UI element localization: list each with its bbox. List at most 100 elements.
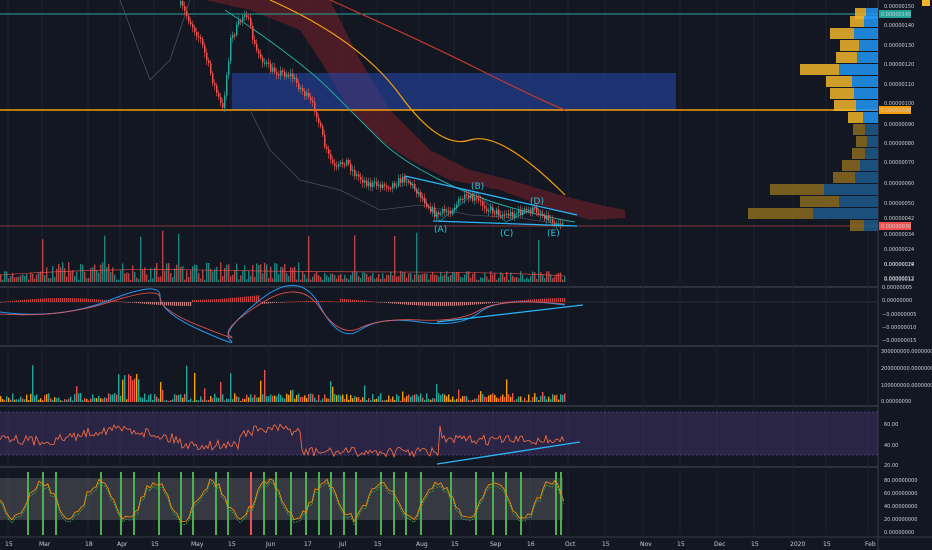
price-volume-bar [324, 273, 326, 282]
macd-histogram-bar [500, 302, 502, 303]
price-volume-bar [524, 279, 526, 282]
price-volume-bar [370, 275, 372, 282]
price-volume-bar [394, 236, 396, 282]
macd-histogram-bar [452, 302, 454, 306]
candle [200, 37, 202, 39]
macd-histogram-bar [212, 299, 214, 302]
macd-histogram-bar [124, 301, 126, 303]
price-volume-bar [214, 269, 216, 282]
price-volume-bar [100, 264, 102, 282]
price-volume-bar [120, 270, 122, 282]
stoch-cross-marker [560, 472, 562, 535]
macd-pane[interactable] [0, 285, 878, 343]
macd-histogram-bar [494, 302, 496, 303]
macd-histogram-bar [204, 299, 206, 302]
price-volume-bar [278, 274, 280, 282]
volume-bar [74, 394, 76, 402]
macd-histogram-bar [144, 302, 146, 304]
macd-histogram-bar [484, 302, 486, 304]
price-volume-bar [326, 275, 328, 282]
volume-bar [288, 394, 290, 402]
candle [232, 34, 234, 39]
volume-pane[interactable] [0, 365, 566, 402]
volume-bar [92, 394, 94, 402]
candle [476, 197, 478, 199]
price-volume-bar [554, 276, 556, 282]
price-pane[interactable]: (A) (B) (C) (D) (E) [0, 0, 878, 282]
stoch-cross-marker [55, 472, 57, 535]
volume-bar [106, 398, 108, 402]
candle [494, 213, 496, 215]
volume-bar [404, 397, 406, 402]
price-volume-bar [380, 278, 382, 282]
volume-bar [394, 399, 396, 402]
volume-bar [124, 375, 126, 402]
macd-histogram-bar [510, 301, 512, 302]
price-volume-bar [58, 263, 60, 282]
candle [308, 92, 310, 98]
candle [326, 146, 328, 150]
price-volume-bar [546, 271, 548, 282]
macd-histogram-bar [532, 299, 534, 302]
price-volume-bar [64, 268, 66, 282]
candle [374, 181, 376, 184]
stochastic-pane[interactable] [0, 472, 565, 535]
volume-bar [342, 394, 344, 402]
volume-bar [82, 400, 84, 402]
macd-histogram-bar [296, 301, 298, 303]
price-volume-bar [456, 272, 458, 282]
time-axis[interactable]: 15 Mar 18 Apr 15 May 15 Jun 17 Jul 15 Aug 15 Sep 16 Oct… [5, 541, 876, 548]
candle [220, 96, 222, 103]
volume-bar [154, 394, 156, 402]
price-volume-bar [346, 278, 348, 282]
price-volume-bar [378, 273, 380, 282]
candle [332, 159, 334, 164]
macd-histogram-bar [394, 302, 396, 304]
price-volume-bar [26, 274, 28, 282]
candle [360, 176, 362, 180]
price-tick-label: 0.00000024 [884, 247, 914, 253]
candle [316, 111, 318, 118]
stoch-cross-marker [100, 472, 102, 535]
candle [404, 176, 406, 183]
price-badge-label: 0.00000098 [881, 108, 911, 114]
volume-bar [530, 400, 532, 402]
stoch-cross-marker [505, 472, 507, 535]
volume-bar [562, 395, 564, 402]
macd-histogram-bar [426, 302, 428, 306]
macd-histogram-bar [26, 299, 28, 302]
price-axis[interactable]: 0.00000150 0.00000140 0.00000130 0.00000120… [879, 0, 932, 536]
time-tick-label: 15 [228, 541, 236, 548]
macd-histogram-bar [248, 296, 250, 302]
candle [246, 15, 248, 18]
volume-bar [372, 394, 374, 402]
volume-profile-up [842, 160, 860, 171]
price-volume-bar [128, 273, 130, 282]
candle [202, 38, 204, 46]
volume-bar [20, 396, 22, 402]
macd-histogram-bar [338, 301, 340, 303]
candle [196, 31, 198, 37]
price-volume-bar [538, 239, 540, 282]
macd-histogram-bar [462, 302, 464, 306]
moving-average-100 [269, 0, 566, 196]
volume-bar [272, 395, 274, 402]
macd-histogram-bar [446, 302, 448, 306]
macd-histogram-bar [552, 298, 554, 302]
volume-bar [84, 398, 86, 402]
candle [436, 212, 438, 217]
supply-zone-box [232, 73, 676, 110]
price-volume-bar [338, 275, 340, 282]
price-volume-bar [414, 274, 416, 282]
time-tick-label: Jun [265, 541, 276, 548]
volume-bar [502, 394, 504, 402]
volume-bar [400, 400, 402, 402]
macd-histogram-bar [44, 298, 46, 302]
price-volume-bar [162, 230, 164, 282]
volume-bar [420, 393, 422, 402]
time-tick-label: 17 [304, 541, 312, 548]
macd-histogram-bar [308, 301, 310, 302]
macd-histogram-bar [122, 301, 124, 303]
rsi-pane[interactable] [0, 411, 878, 465]
